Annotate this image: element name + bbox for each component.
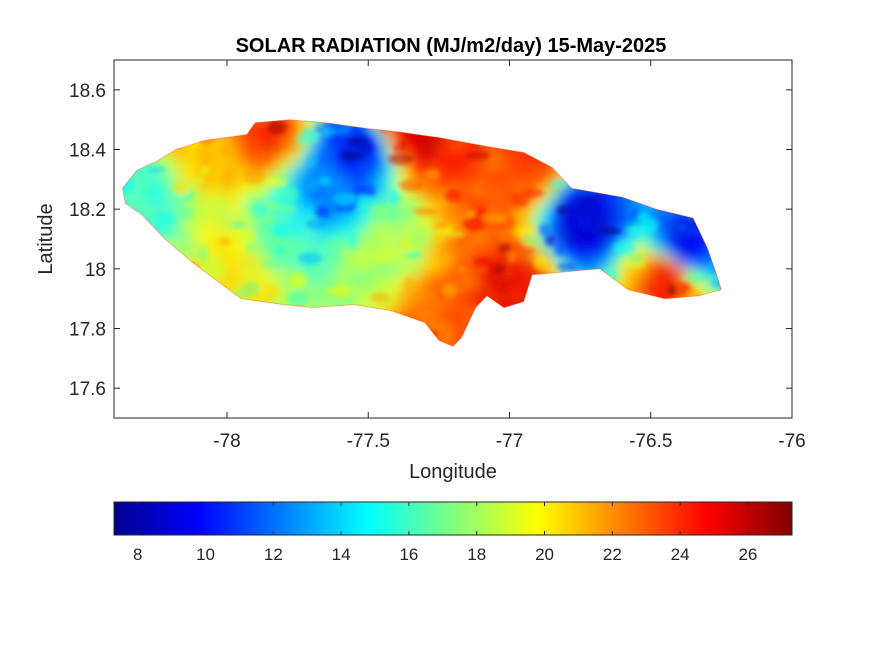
colorbar-tick-label: 14 [332,545,351,564]
x-axis-label: Longitude [409,461,497,483]
y-tick-label: 18.4 [69,141,106,162]
colorbar-tick-label: 10 [196,545,215,564]
x-tick-label: -77 [496,431,523,452]
colorbar-tick-label: 8 [133,545,142,564]
y-tick-label: 18 [85,260,106,281]
colorbar-tick-label: 26 [738,545,757,564]
y-tick-label: 17.8 [69,320,106,341]
colorbar-tick-label: 22 [603,545,622,564]
y-tick-label: 18.6 [69,81,106,102]
colorbar-tick-label: 18 [467,545,486,564]
y-axis: 17.6 17.8 18 18.2 18.4 18.6 [69,81,792,400]
y-axis-label: Latitude [35,203,57,274]
colorbar-tick-label: 24 [671,545,690,564]
x-tick-label: -76 [778,431,805,452]
colorbar-tick-label: 12 [264,545,283,564]
colorbar-tick-label: 16 [399,545,418,564]
x-tick-label: -76.5 [629,431,672,452]
island-outline [121,119,723,347]
y-tick-label: 17.6 [69,379,106,400]
colorbar-ticks: 8 10 12 14 16 18 20 22 24 26 [133,502,757,564]
y-tick-label: 18.2 [69,200,106,221]
x-axis: -78 -77.5 -77 -76.5 -76 [213,60,806,452]
chart-title: SOLAR RADIATION (MJ/m2/day) 15-May-2025 [236,35,667,57]
x-tick-label: -77.5 [347,431,390,452]
colorbar-tick-label: 20 [535,545,554,564]
colorbar [113,501,793,536]
x-tick-label: -78 [213,431,240,452]
